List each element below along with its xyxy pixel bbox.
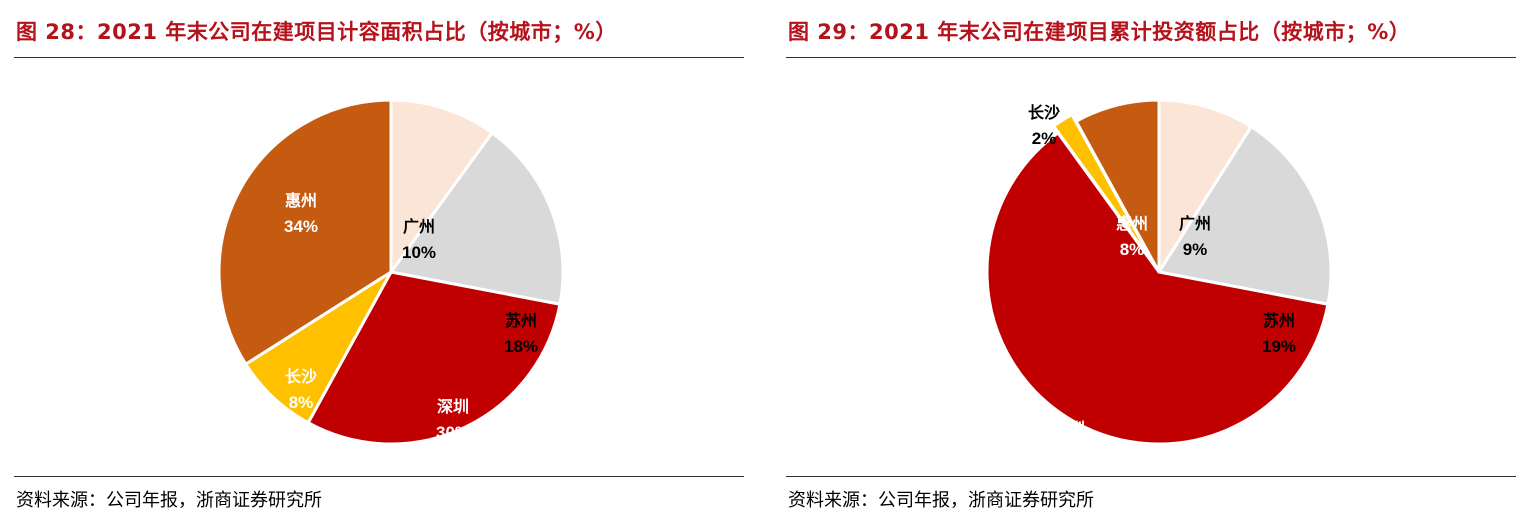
slice-percent-label: 19% (1262, 337, 1296, 356)
slice-name-label: 深圳 (437, 397, 469, 416)
slice-percent-label: 34% (284, 217, 318, 236)
slice-percent-label: 8% (1120, 240, 1145, 259)
slice-name-label: 广州 (403, 217, 435, 236)
slice-name-label: 苏州 (505, 311, 537, 330)
chart-title: 图 29：2021 年末公司在建项目累计投资额占比（按城市；%） (788, 20, 1411, 44)
slice-name-label: 长沙 (285, 367, 317, 386)
pie-slice-2 (306, 270, 562, 446)
title-divider (786, 57, 1516, 58)
slice-percent-label: 2% (1032, 129, 1057, 148)
pie-slice-0 (389, 98, 494, 274)
slice-name-label: 深圳 (1053, 419, 1085, 438)
source-note: 资料来源：公司年报，浙商证券研究所 (788, 490, 1094, 511)
slice-name-label: 惠州 (285, 191, 317, 210)
pie-slice-3 (1052, 113, 1157, 267)
chart-panel-28: 图 28：2021 年末公司在建项目计容面积占比（按城市；%） 广州 10% 苏州 1… (14, 0, 744, 520)
slice-percent-label: 10% (402, 243, 436, 262)
slice-percent-label: 30% (436, 423, 470, 442)
source-divider (786, 476, 1516, 477)
pie-slice-1 (389, 131, 565, 306)
pie-slice-2 (985, 131, 1330, 446)
pie-chart-area: 广州 10% 苏州 18% 深圳 30% 长沙 8% 惠州 34% (217, 98, 565, 446)
title-divider (14, 57, 744, 58)
source-note: 资料来源：公司年报，浙商证券研究所 (16, 490, 322, 511)
pie-slice-1 (1157, 125, 1333, 306)
source-divider (14, 476, 744, 477)
slice-percent-label: 9% (1183, 240, 1208, 259)
slice-percent-label: 62% (1052, 445, 1086, 464)
pie-slice-4 (217, 98, 393, 366)
slice-name-label: 苏州 (1263, 311, 1295, 330)
pie-slice-4 (1074, 98, 1161, 274)
slice-name-label: 惠州 (1116, 214, 1148, 233)
chart-panel-29: 图 29：2021 年末公司在建项目累计投资额占比（按城市；%） 广州 9% 苏州 1… (786, 0, 1516, 520)
slice-name-label: 广州 (1179, 214, 1211, 233)
pie-chart-area: 广州 9% 苏州 19% 深圳 62% 长沙 2% 惠州 8% (985, 98, 1333, 464)
slice-name-label: 长沙 (1028, 103, 1060, 122)
pie-slice-0 (1157, 98, 1253, 274)
slice-percent-label: 8% (289, 393, 314, 412)
slice-percent-label: 18% (504, 337, 538, 356)
chart-title: 图 28：2021 年末公司在建项目计容面积占比（按城市；%） (16, 20, 617, 44)
